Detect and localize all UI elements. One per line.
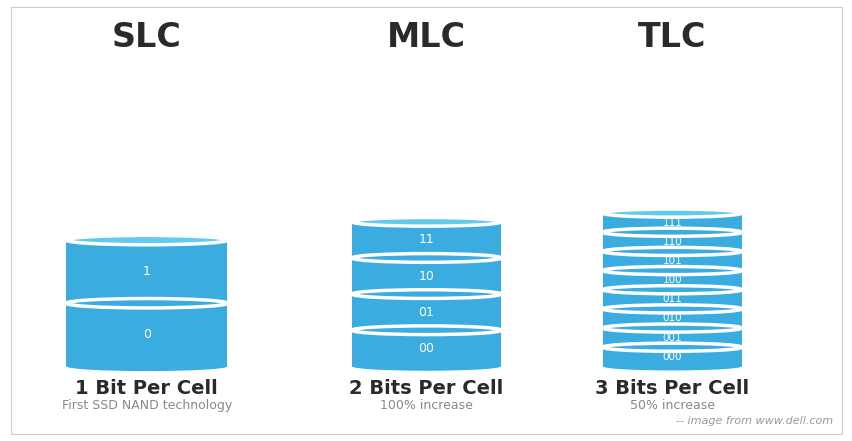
Polygon shape bbox=[602, 328, 741, 347]
Ellipse shape bbox=[602, 324, 741, 332]
Ellipse shape bbox=[602, 247, 741, 255]
Ellipse shape bbox=[352, 290, 500, 299]
Text: 1 Bit Per Cell: 1 Bit Per Cell bbox=[75, 379, 218, 398]
Polygon shape bbox=[602, 232, 741, 251]
Text: 000: 000 bbox=[662, 352, 682, 362]
Text: 100% increase: 100% increase bbox=[380, 399, 472, 412]
Polygon shape bbox=[66, 240, 227, 303]
Ellipse shape bbox=[602, 363, 741, 370]
Polygon shape bbox=[352, 222, 500, 258]
Text: 50% increase: 50% increase bbox=[629, 399, 714, 412]
Ellipse shape bbox=[66, 299, 227, 308]
Ellipse shape bbox=[602, 209, 741, 217]
Text: 2 Bits Per Cell: 2 Bits Per Cell bbox=[349, 379, 503, 398]
Text: SLC: SLC bbox=[112, 21, 181, 54]
Ellipse shape bbox=[602, 266, 741, 275]
Text: 010: 010 bbox=[662, 314, 682, 324]
Text: 011: 011 bbox=[662, 294, 682, 304]
Ellipse shape bbox=[352, 326, 500, 335]
Ellipse shape bbox=[602, 305, 741, 313]
Ellipse shape bbox=[602, 228, 741, 236]
Polygon shape bbox=[352, 330, 500, 366]
Ellipse shape bbox=[66, 362, 227, 371]
Text: 101: 101 bbox=[662, 256, 682, 266]
Polygon shape bbox=[602, 271, 741, 290]
Text: 110: 110 bbox=[662, 237, 682, 247]
Text: 11: 11 bbox=[418, 233, 434, 247]
Text: 1: 1 bbox=[143, 265, 151, 278]
Ellipse shape bbox=[352, 362, 500, 371]
Polygon shape bbox=[352, 258, 500, 294]
Text: TLC: TLC bbox=[637, 21, 705, 54]
Text: MLC: MLC bbox=[387, 21, 465, 54]
Text: First SSD NAND technology: First SSD NAND technology bbox=[61, 399, 232, 412]
Text: 3 Bits Per Cell: 3 Bits Per Cell bbox=[595, 379, 748, 398]
Ellipse shape bbox=[66, 235, 227, 245]
Polygon shape bbox=[602, 309, 741, 328]
Polygon shape bbox=[66, 303, 227, 366]
Text: 10: 10 bbox=[418, 269, 434, 283]
Polygon shape bbox=[602, 347, 741, 366]
Ellipse shape bbox=[352, 254, 500, 262]
Polygon shape bbox=[602, 251, 741, 271]
Text: 001: 001 bbox=[662, 333, 682, 343]
Ellipse shape bbox=[602, 286, 741, 294]
Text: 0: 0 bbox=[142, 328, 151, 341]
Polygon shape bbox=[352, 294, 500, 330]
Text: 01: 01 bbox=[418, 306, 434, 319]
Text: 100: 100 bbox=[662, 275, 682, 285]
Text: 111: 111 bbox=[661, 218, 682, 228]
Ellipse shape bbox=[352, 217, 500, 226]
Text: -- image from www.dell.com: -- image from www.dell.com bbox=[676, 416, 832, 426]
Polygon shape bbox=[602, 290, 741, 309]
Text: 00: 00 bbox=[418, 342, 434, 355]
Ellipse shape bbox=[602, 343, 741, 351]
Polygon shape bbox=[602, 213, 741, 232]
